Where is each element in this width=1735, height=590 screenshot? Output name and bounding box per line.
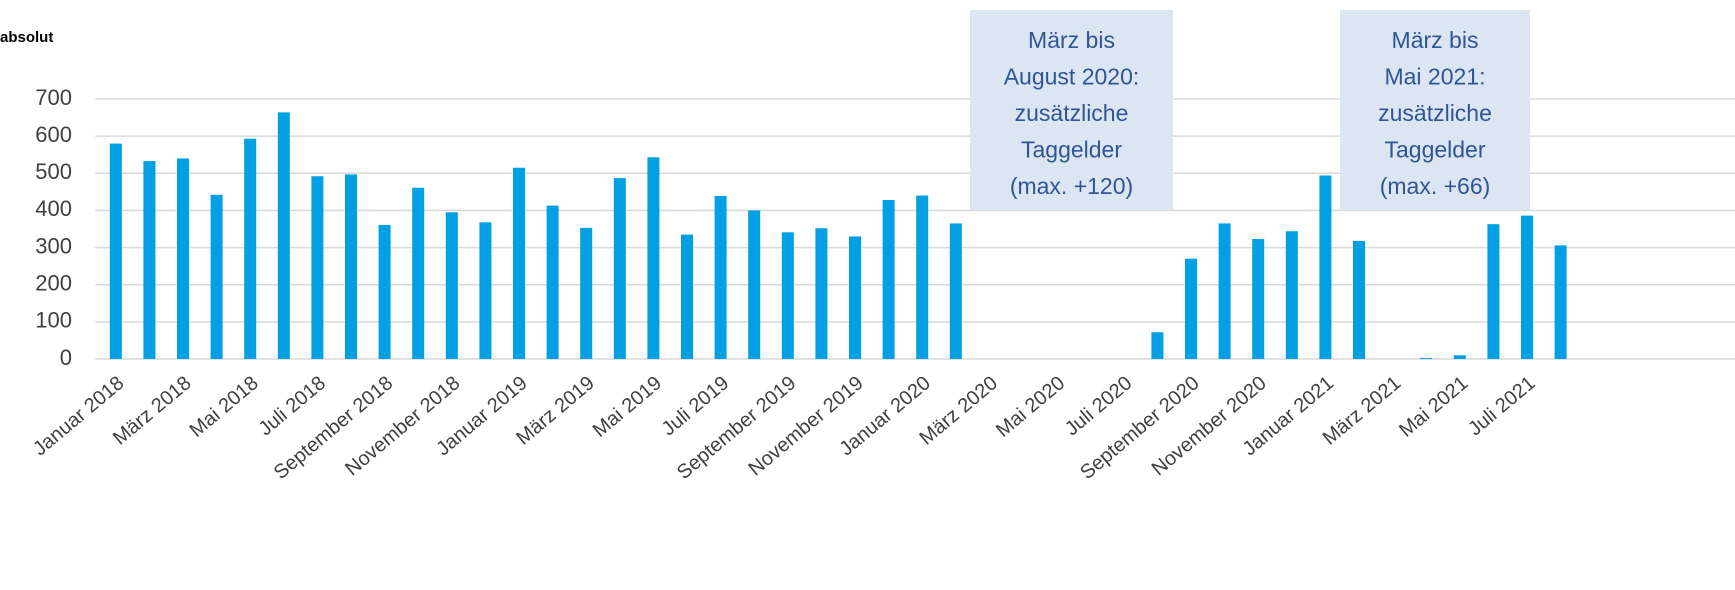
annotation-text: zusätzliche (1015, 100, 1129, 126)
annotation-text: März bis (1028, 27, 1115, 53)
y-tick-label: 0 (60, 345, 72, 370)
bar (1554, 245, 1567, 359)
bar (177, 158, 189, 359)
bar (647, 157, 660, 359)
bar (143, 161, 156, 359)
bar (1487, 224, 1500, 359)
bar (311, 176, 324, 359)
bar (613, 178, 626, 359)
bar (1151, 332, 1164, 359)
x-tick-label: September 2018 (270, 372, 397, 484)
bar (109, 143, 122, 359)
bar (1185, 258, 1197, 359)
annotation-text: März bis (1392, 27, 1479, 53)
y-tick-label: 400 (35, 196, 72, 221)
y-tick-label: 300 (35, 233, 72, 258)
y-tick-label: 500 (35, 159, 72, 184)
y-tick-label: 100 (35, 308, 72, 333)
y-axis-label: absolut (0, 29, 53, 46)
bar (1218, 223, 1231, 359)
x-tick-label: September 2020 (1076, 372, 1203, 484)
bar (513, 167, 525, 359)
x-tick-label: Mai 2019 (589, 372, 666, 442)
bar (1252, 239, 1265, 359)
x-tick-label: November 2020 (1148, 372, 1271, 480)
bar (445, 212, 458, 359)
bar (378, 224, 391, 359)
bar (949, 223, 962, 359)
bar (781, 232, 794, 359)
bar (277, 112, 290, 359)
y-tick-label: 200 (35, 271, 72, 296)
x-tick-label: September 2019 (673, 372, 800, 484)
y-tick-label: 600 (35, 122, 72, 147)
bar (681, 234, 693, 359)
y-tick-label: 700 (35, 85, 72, 110)
bar (479, 222, 492, 359)
bar (748, 210, 761, 359)
x-tick-label: Mai 2021 (1395, 372, 1472, 442)
bar (210, 194, 223, 359)
x-tick-label: Juli 2021 (1464, 372, 1539, 440)
bar (849, 236, 861, 359)
bar (1319, 175, 1332, 359)
bar (882, 200, 895, 359)
bar (714, 195, 727, 359)
bar (580, 227, 593, 359)
x-tick-label: Mai 2020 (992, 372, 1069, 442)
bar (815, 228, 828, 359)
annotation-text: (max. +120) (1010, 173, 1133, 199)
bar (916, 195, 929, 359)
annotation-box (970, 10, 1173, 210)
bar (1453, 355, 1466, 359)
bar (1420, 357, 1433, 359)
annotation-text: Taggelder (1021, 137, 1122, 163)
annotation-text: August 2020: (1004, 64, 1140, 90)
bar (412, 187, 425, 359)
x-tick-label: Mai 2018 (186, 372, 263, 442)
annotation-text: zusätzliche (1378, 100, 1492, 126)
bar (244, 138, 257, 359)
annotation-text: (max. +66) (1380, 173, 1491, 199)
x-tick-label: November 2018 (341, 372, 464, 480)
bar (546, 205, 559, 359)
bar (1285, 231, 1298, 359)
x-tick-label: Januar 2018 (29, 372, 128, 460)
annotation-text: Taggelder (1384, 137, 1485, 163)
bar (345, 174, 357, 359)
bar (1353, 240, 1365, 359)
bar (1521, 215, 1533, 359)
annotation-box (1340, 10, 1530, 210)
x-tick-label: November 2019 (744, 372, 867, 480)
annotation-text: Mai 2021: (1384, 64, 1485, 90)
